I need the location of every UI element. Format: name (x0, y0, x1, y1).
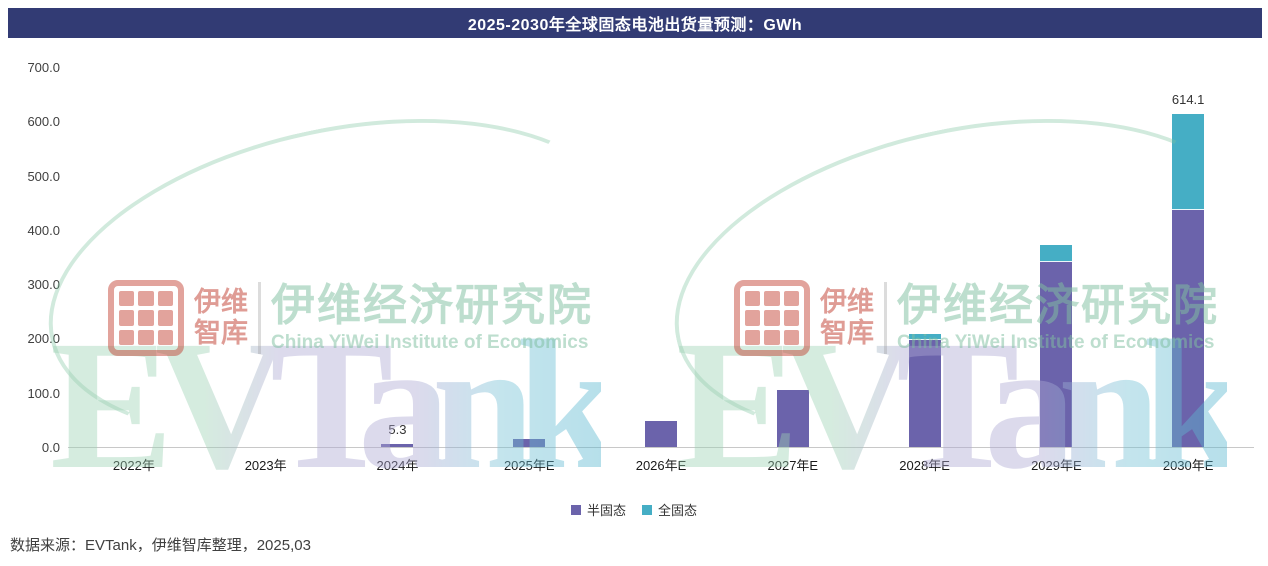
bar-segment-全固态 (1172, 113, 1205, 211)
legend-item-all-solid: 全固态 (642, 500, 697, 519)
bar-group-2024年: 5.3 (332, 68, 464, 447)
y-axis-tick: 500.0 (27, 168, 60, 184)
bar-stack (645, 420, 678, 447)
bar-segment-半固态 (381, 444, 414, 447)
y-axis-tick: 700.0 (27, 60, 60, 75)
bar-group-2028年E (859, 68, 991, 447)
source-note: 数据来源：EVTank，伊维智库整理，2025,03 (10, 537, 311, 554)
bar-group-2030年E: 614.1 (1122, 68, 1254, 447)
plot-area: 5.3 614.1 (68, 68, 1254, 448)
bar-group-2023年 (200, 68, 332, 447)
x-axis-label: 2026年E (635, 458, 687, 473)
chart-title-bar: 2025-2030年全球固态电池出货量预测：GWh (8, 8, 1262, 38)
y-axis-tick: 600.0 (27, 114, 60, 130)
x-axis-label: 2023年 (244, 458, 287, 473)
y-axis-tick: 300.0 (27, 277, 60, 293)
bar-segment-半固态 (908, 340, 941, 447)
legend-swatch-semi-solid (570, 504, 581, 515)
x-axis-label: 2027年E (767, 458, 819, 473)
bar-segment-半固态 (513, 438, 546, 447)
legend: 半固态 全固态 (0, 500, 1268, 519)
bar-stack (908, 334, 941, 447)
bar-value-label: 5.3 (388, 422, 407, 438)
x-axis-label: 2024年 (376, 458, 419, 473)
x-axis-label: 2022年 (112, 458, 155, 473)
y-axis-tick: 100.0 (27, 385, 60, 401)
bar-segment-全固态 (908, 334, 941, 341)
legend-swatch-all-solid (642, 504, 652, 515)
legend-label-semi-solid: 半固态 (586, 503, 626, 518)
x-axis-label: 2029年E (1031, 458, 1082, 473)
bar-segment-全固态 (1040, 245, 1073, 263)
bar-group-2022年 (68, 68, 200, 447)
x-axis-label: 2030年E (1162, 458, 1214, 473)
bar-stack (776, 390, 809, 447)
bar-stack (1040, 245, 1073, 447)
bar-segment-半固态 (1040, 262, 1073, 447)
x-axis-label: 2028年E (899, 458, 950, 473)
y-axis-tick: 0.0 (41, 440, 60, 455)
legend-label-all-solid: 全固态 (658, 503, 698, 518)
chart-title: 2025-2030年全球固态电池出货量预测：GWh (467, 17, 803, 34)
bar-stack (1172, 113, 1205, 447)
x-axis: 2022年 2023年 2024年 2025年E 2026年E 2027年E 2028年E 2… (68, 455, 1254, 474)
legend-item-semi-solid: 半固态 (570, 500, 626, 519)
x-axis-label: 2025年E (503, 458, 555, 473)
bar-group-2029年E (990, 68, 1122, 447)
bar-value-label: 614.1 (1171, 91, 1205, 107)
bar-stack (381, 444, 414, 447)
bar-group-2027年E (727, 68, 859, 447)
bar-group-2026年E (595, 68, 727, 447)
y-axis: 700.0 600.0 500.0 400.0 300.0 200.0 100.0 0.0 (8, 60, 60, 455)
bar-segment-半固态 (776, 390, 809, 447)
bar-group-2025年E (463, 68, 595, 447)
bar-segment-半固态 (645, 420, 678, 447)
y-axis-tick: 200.0 (27, 331, 60, 347)
bar-segment-半固态 (1172, 210, 1205, 447)
y-axis-tick: 400.0 (27, 222, 60, 238)
bar-stack (513, 438, 546, 447)
